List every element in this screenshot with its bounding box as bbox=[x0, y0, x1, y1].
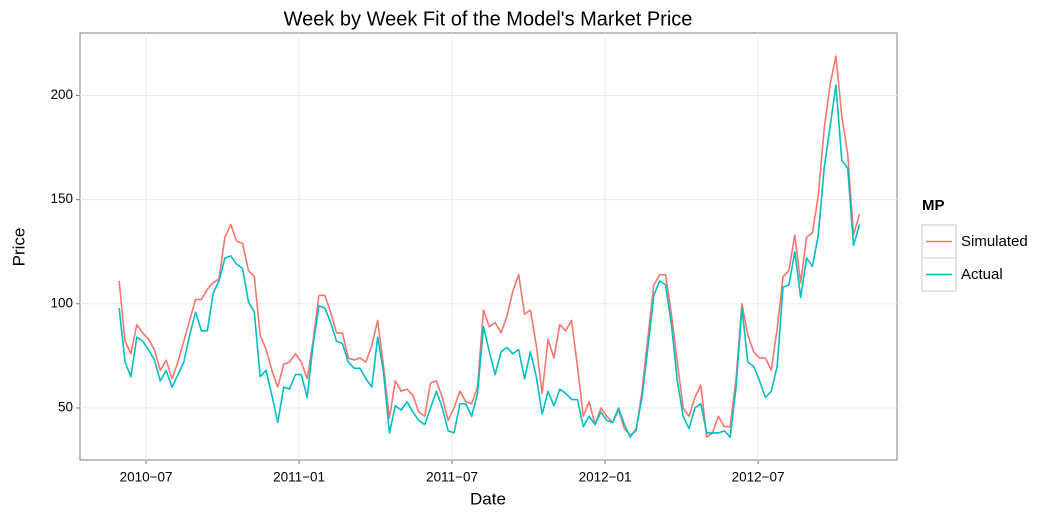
y-tick-label: 50 bbox=[58, 399, 73, 414]
x-tick-label: 2012−07 bbox=[732, 470, 785, 485]
lines bbox=[118, 55, 861, 438]
x-tick-label: 2010−07 bbox=[120, 470, 173, 485]
legend-title: MP bbox=[922, 197, 945, 214]
x-tick-label: 2012−01 bbox=[579, 470, 632, 485]
panel bbox=[79, 32, 898, 461]
y-axis-label: Price bbox=[9, 228, 28, 267]
legend: MP Simulated Actual bbox=[921, 197, 1028, 292]
y-tick-label: 150 bbox=[50, 191, 73, 206]
series-line bbox=[118, 84, 861, 438]
x-tick-label: 2011−01 bbox=[273, 470, 325, 485]
legend-label: Actual bbox=[961, 266, 1003, 283]
legend-label: Simulated bbox=[961, 233, 1028, 250]
x-axis-label: Date bbox=[470, 489, 506, 508]
y-tick-label: 200 bbox=[50, 87, 73, 102]
chart-title: Week by Week Fit of the Model's Market P… bbox=[284, 8, 693, 30]
grid bbox=[80, 33, 897, 460]
x-tick-label: 2011−07 bbox=[426, 470, 478, 485]
y-tick-label: 100 bbox=[50, 295, 73, 310]
